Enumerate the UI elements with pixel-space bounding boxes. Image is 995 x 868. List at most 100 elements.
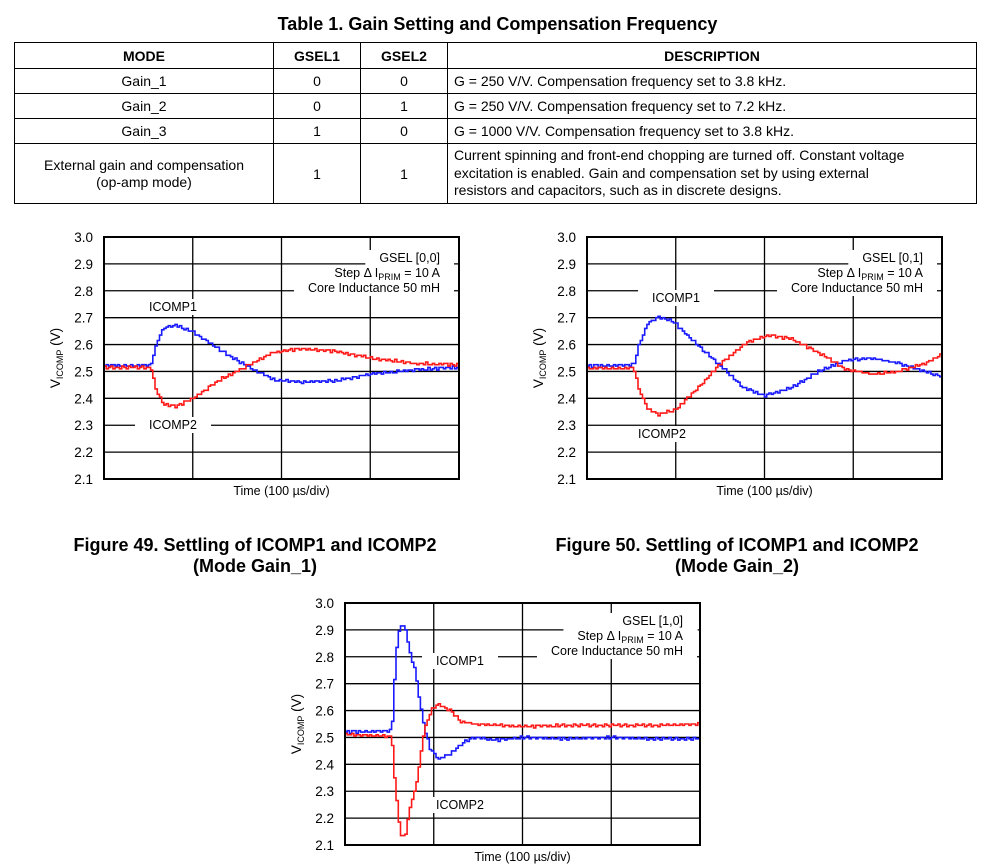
label-background (803, 265, 938, 283)
y-tick-label: 2.1 (557, 472, 576, 487)
y-tick-label: 3.0 (557, 230, 576, 245)
y-axis-label: VICOMP (V) (531, 328, 548, 388)
cell-mode: Gain_2 (14, 93, 274, 119)
annotation-step-suffix: = 10 A (401, 266, 441, 280)
label-background (293, 280, 454, 296)
table-row: Gain_3 1 0 G = 1000 V/V. Compensation fr… (14, 118, 977, 144)
y-tick-label: 2.9 (74, 257, 93, 272)
y-tick-label: 2.1 (74, 472, 93, 487)
figure-49-caption: Figure 49. Settling of ICOMP1 and ICOMP2… (40, 535, 470, 577)
label-background (365, 250, 454, 266)
header-mode: MODE (14, 42, 274, 69)
series-line-icomp2 (345, 703, 701, 837)
label-background (848, 250, 937, 266)
annotation-step-prefix: Step Δ I (334, 266, 378, 280)
figure-49-caption-line2: (Mode Gain_1) (192, 556, 317, 576)
series-line-icomp1 (587, 315, 943, 398)
label-backgrounds (135, 250, 455, 433)
y-tick-label: 2.6 (315, 704, 334, 719)
y-axis-label: VICOMP (V) (48, 328, 65, 388)
series-line-icomp2 (587, 334, 942, 417)
label-background (135, 417, 212, 433)
annotation-gsel: GSEL [0,1] (862, 251, 923, 265)
annotation-step-suffix: = 10 A (884, 266, 924, 280)
y-axis-label-subscript: ICOMP (538, 350, 548, 380)
figure-49-caption-line1: Figure 49. Settling of ICOMP1 and ICOMP2 (73, 535, 437, 555)
cell-gsel1: 1 (273, 143, 361, 204)
chart-gain-3: 3.0 2.9 2.8 2.7 2.6 2.5 2.4 2.3 2.2 2.1 GSEL [1,0]… (289, 596, 701, 864)
series-label-icomp1: ICOMP1 (436, 654, 484, 668)
cell-mode-line2: (op-amp mode) (96, 173, 192, 190)
plot-frame (344, 602, 701, 846)
annotation-step-subscript: PRIM (861, 272, 884, 282)
header-description: DESCRIPTION (447, 42, 977, 69)
y-tick-label: 2.5 (557, 364, 576, 379)
table-row: External gain and compensation (op-amp m… (14, 143, 977, 204)
y-axis-label-main: V (48, 379, 63, 388)
y-tick-label: 2.2 (557, 445, 576, 460)
annotation-step: Step Δ IPRIM = 10 A (577, 629, 683, 645)
label-background (608, 613, 697, 629)
series-label-icomp1: ICOMP1 (149, 300, 197, 314)
cell-description-line1: Current spinning and front-end chopping … (454, 147, 905, 164)
y-tick-label: 3.0 (74, 230, 93, 245)
cell-gsel1: 1 (273, 118, 361, 144)
y-tick-label: 3.0 (315, 596, 334, 611)
cell-gsel2: 0 (360, 118, 448, 144)
table-row: Gain_1 0 0 G = 250 V/V. Compensation fre… (14, 68, 977, 94)
series-label-icomp2: ICOMP2 (436, 798, 484, 812)
label-backgrounds (624, 250, 938, 442)
y-tick-label: 2.6 (74, 338, 93, 353)
y-tick-label: 2.4 (315, 757, 334, 772)
chart-gain-1: 3.0 2.9 2.8 2.7 2.6 2.5 2.4 2.3 2.2 2.1 GSEL [0,0]… (48, 230, 460, 498)
figure-50-caption: Figure 50. Settling of ICOMP1 and ICOMP2… (522, 535, 952, 577)
gain-setting-table: MODE GSEL1 GSEL2 DESCRIPTION Gain_1 0 0 … (14, 42, 977, 204)
series-line-icomp1 (345, 625, 701, 760)
annotation-step-prefix: Step Δ I (577, 629, 621, 643)
annotation-step: Step Δ IPRIM = 10 A (817, 266, 923, 282)
table-title: Table 1. Gain Setting and Compensation F… (277, 14, 718, 34)
annotation-step-subscript: PRIM (378, 272, 401, 282)
series-label-icomp1: ICOMP1 (652, 291, 700, 305)
y-tick-label: 2.5 (74, 364, 93, 379)
annotation-core-inductance: Core Inductance 50 mH (308, 281, 440, 295)
annotation-gsel: GSEL [1,0] (622, 614, 683, 628)
y-tick-label: 2.8 (315, 650, 334, 665)
series-line-icomp2 (104, 347, 460, 409)
cell-mode: Gain_1 (14, 68, 274, 94)
header-gsel1: GSEL1 (273, 42, 361, 69)
series-label-icomp2: ICOMP2 (638, 427, 686, 441)
table-row: Gain_2 0 1 G = 250 V/V. Compensation fre… (14, 93, 977, 119)
y-tick-label: 2.4 (557, 391, 576, 406)
cell-gsel1: 0 (273, 68, 361, 94)
y-tick-label: 2.8 (74, 284, 93, 299)
label-background (320, 265, 455, 283)
annotation-step-suffix: = 10 A (644, 629, 684, 643)
cell-mode: External gain and compensation (op-amp m… (14, 143, 274, 204)
y-tick-label: 2.6 (557, 338, 576, 353)
y-tick-label: 2.4 (74, 391, 93, 406)
y-axis-label-unit: (V) (531, 328, 546, 350)
figure-50-caption-line1: Figure 50. Settling of ICOMP1 and ICOMP2 (555, 535, 919, 555)
y-tick-label: 2.7 (557, 311, 576, 326)
x-axis-label: Time (100 µs/div) (233, 484, 329, 498)
y-tick-label: 2.8 (557, 284, 576, 299)
cell-description: G = 250 V/V. Compensation frequency set … (447, 93, 977, 119)
label-background (422, 653, 499, 669)
y-tick-label: 2.9 (315, 623, 334, 638)
cell-gsel1: 0 (273, 93, 361, 119)
y-axis-label-main: V (289, 745, 304, 754)
label-background (536, 643, 697, 659)
label-background (638, 290, 715, 306)
cell-mode-line1: External gain and compensation (43, 156, 245, 173)
header-gsel2: GSEL2 (360, 42, 448, 69)
y-axis-label-subscript: ICOMP (55, 350, 65, 380)
y-tick-label: 2.7 (74, 311, 93, 326)
series-label-icomp2: ICOMP2 (149, 418, 197, 432)
y-axis-label-subscript: ICOMP (296, 716, 306, 746)
plot-frame (586, 236, 943, 480)
annotation-core-inductance: Core Inductance 50 mH (551, 644, 683, 658)
chart-gain-2: 3.0 2.9 2.8 2.7 2.6 2.5 2.4 2.3 2.2 2.1 GSEL [0,1]… (531, 230, 943, 498)
label-backgrounds (422, 613, 698, 813)
